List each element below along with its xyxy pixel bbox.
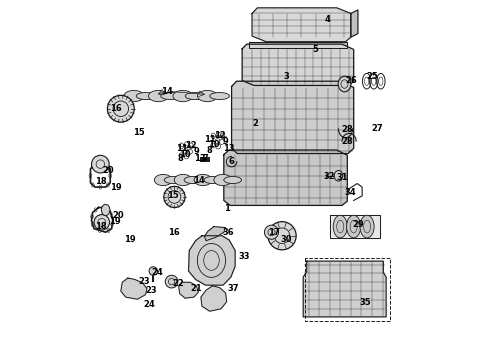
Polygon shape (330, 215, 380, 238)
Ellipse shape (101, 204, 110, 216)
Ellipse shape (333, 215, 347, 238)
Ellipse shape (161, 93, 180, 100)
Text: 20: 20 (112, 211, 124, 220)
Text: 27: 27 (371, 124, 383, 133)
Ellipse shape (204, 176, 221, 184)
Ellipse shape (194, 174, 212, 186)
Text: 20: 20 (102, 166, 114, 175)
Text: 14: 14 (161, 87, 172, 96)
Polygon shape (232, 81, 354, 154)
Text: 28: 28 (342, 137, 353, 146)
Text: 36: 36 (222, 229, 234, 238)
Ellipse shape (173, 90, 193, 102)
Polygon shape (189, 236, 235, 285)
Text: 5: 5 (313, 45, 318, 54)
Ellipse shape (165, 275, 178, 288)
Text: 10: 10 (179, 150, 191, 159)
Text: 22: 22 (172, 279, 184, 288)
Text: 15: 15 (133, 128, 145, 137)
Text: 30: 30 (281, 235, 293, 244)
Text: 31: 31 (336, 173, 348, 182)
Text: 17: 17 (268, 228, 280, 237)
Text: 12: 12 (215, 131, 226, 140)
Polygon shape (121, 278, 147, 299)
Text: 6: 6 (229, 157, 235, 166)
Ellipse shape (174, 174, 192, 186)
Text: 37: 37 (228, 284, 240, 293)
Ellipse shape (360, 215, 374, 238)
Text: 34: 34 (344, 188, 356, 197)
Text: 11: 11 (204, 135, 216, 144)
Ellipse shape (124, 90, 144, 102)
Ellipse shape (92, 155, 109, 173)
Text: 25: 25 (366, 72, 378, 81)
Text: 21: 21 (191, 284, 202, 293)
Ellipse shape (338, 76, 351, 92)
Text: 13: 13 (223, 144, 235, 153)
Text: 18: 18 (95, 222, 106, 231)
Ellipse shape (164, 186, 185, 207)
Polygon shape (252, 8, 351, 42)
Text: 19: 19 (110, 183, 122, 192)
Text: 10: 10 (208, 140, 220, 149)
Ellipse shape (148, 90, 168, 102)
Ellipse shape (149, 267, 157, 275)
Ellipse shape (268, 222, 296, 250)
Text: 15: 15 (167, 192, 178, 201)
Polygon shape (179, 282, 198, 298)
Ellipse shape (184, 176, 202, 184)
Polygon shape (303, 261, 386, 317)
Text: 32: 32 (323, 172, 335, 181)
Text: 9: 9 (223, 138, 228, 147)
Polygon shape (204, 226, 225, 241)
Polygon shape (201, 286, 227, 311)
Text: 13: 13 (194, 154, 206, 163)
Ellipse shape (224, 176, 242, 184)
Text: 24: 24 (151, 268, 163, 277)
Ellipse shape (210, 93, 229, 100)
Ellipse shape (185, 93, 205, 100)
Polygon shape (242, 44, 354, 85)
Text: 8: 8 (178, 154, 184, 163)
Text: 33: 33 (239, 252, 250, 261)
Text: 18: 18 (95, 177, 106, 186)
Text: 4: 4 (325, 15, 331, 24)
Ellipse shape (164, 176, 182, 184)
Ellipse shape (214, 174, 232, 186)
Text: 3: 3 (284, 72, 290, 81)
Text: 24: 24 (143, 300, 155, 309)
Ellipse shape (197, 90, 217, 102)
Text: 28: 28 (342, 125, 353, 134)
Text: 35: 35 (359, 298, 371, 307)
Text: 2: 2 (253, 119, 259, 128)
Text: 8: 8 (206, 145, 212, 154)
Polygon shape (224, 150, 347, 206)
Text: 16: 16 (168, 229, 180, 238)
Text: 19: 19 (109, 217, 120, 226)
Text: 7: 7 (202, 154, 208, 163)
Ellipse shape (265, 225, 278, 239)
Text: 23: 23 (139, 277, 150, 286)
Polygon shape (248, 42, 347, 48)
Text: 26: 26 (345, 76, 357, 85)
Text: 23: 23 (146, 285, 157, 294)
Ellipse shape (94, 215, 110, 230)
Text: 14: 14 (193, 176, 204, 185)
Ellipse shape (334, 171, 343, 181)
Text: 1: 1 (224, 204, 230, 213)
Ellipse shape (154, 174, 172, 186)
Ellipse shape (136, 93, 156, 100)
Polygon shape (351, 10, 358, 37)
Text: 19: 19 (124, 235, 136, 244)
Text: 9: 9 (194, 147, 199, 156)
Text: 11: 11 (175, 144, 187, 153)
Text: 16: 16 (110, 104, 122, 113)
Text: 29: 29 (352, 220, 364, 229)
Ellipse shape (107, 95, 134, 122)
Text: 12: 12 (186, 141, 197, 150)
Ellipse shape (346, 215, 361, 238)
